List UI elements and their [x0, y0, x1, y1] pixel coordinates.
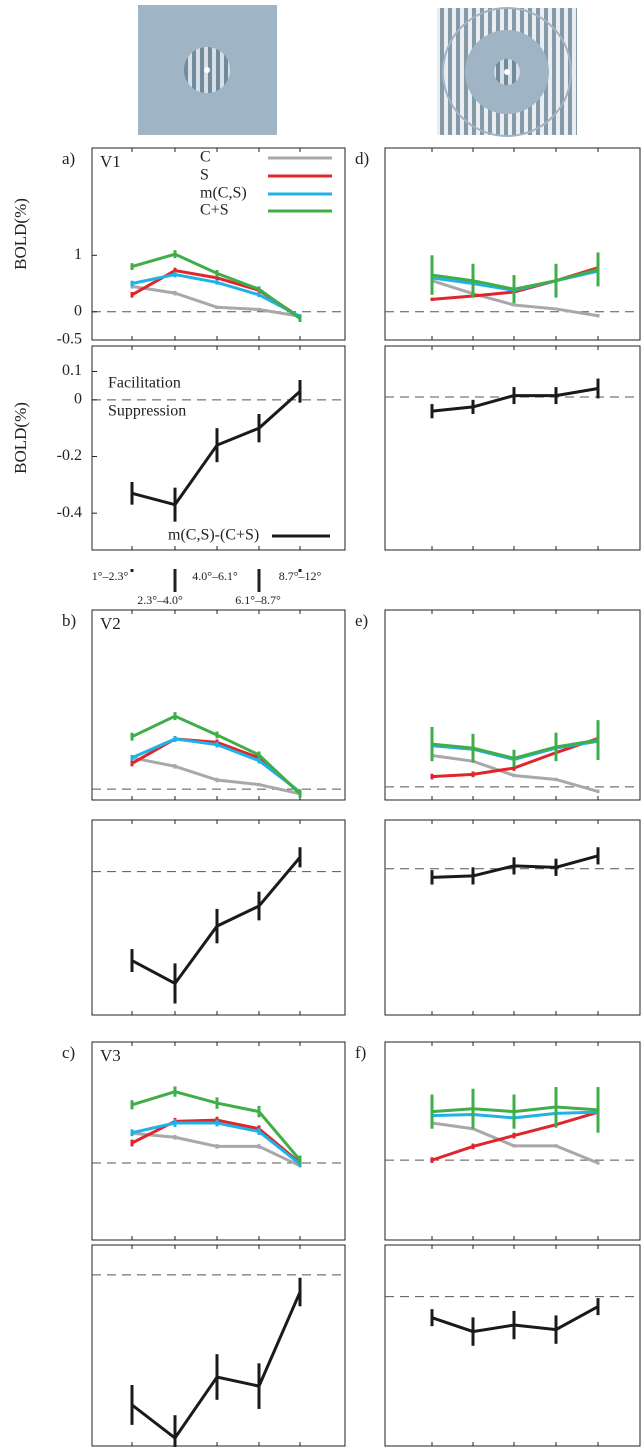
panel-frame: [384, 1041, 641, 1241]
y-tick-label: 0: [74, 391, 82, 408]
panel-frame: [91, 819, 346, 1016]
data-line: [431, 1121, 599, 1165]
legend-label: m(C,S): [200, 185, 247, 202]
legend-label: C: [200, 149, 211, 166]
region-label: V3: [100, 1046, 121, 1065]
annotation: Facilitation: [108, 375, 181, 392]
panel-frame: [91, 345, 346, 551]
y-axis-title: BOLD(%): [11, 198, 30, 270]
panel-frame: [384, 1244, 641, 1447]
legend-label: C+S: [200, 202, 229, 219]
panel-frame: [384, 345, 641, 551]
legend-label: S: [200, 167, 209, 184]
category-label: 6.1°–8.7°: [235, 593, 281, 607]
y-tick-label: -0.5: [57, 331, 82, 348]
panel-frame: [91, 609, 346, 801]
y-tick-label: 0: [74, 302, 82, 319]
panel-frame: [384, 819, 641, 1016]
region-label: V2: [100, 614, 121, 633]
data-line: [131, 1131, 301, 1168]
panel-frame: [91, 147, 346, 341]
panel-label: e): [355, 611, 368, 630]
panel-label: d): [355, 149, 369, 168]
panel-frame: [91, 1244, 346, 1447]
panel-frame: [384, 609, 641, 801]
panel-label: a): [62, 149, 75, 168]
panel-label: f): [355, 1043, 366, 1062]
y-tick-label: 1: [74, 246, 82, 263]
category-label: 4.0°–6.1°: [192, 569, 238, 583]
category-label: 2.3°–4.0°: [137, 593, 183, 607]
stimulus-center: [138, 5, 277, 135]
category-label: 1°–2.3°: [92, 569, 129, 583]
category-label: 8.7°–12°: [279, 569, 322, 583]
stimulus-surround: [437, 7, 577, 137]
y-tick-label: -0.2: [57, 447, 82, 464]
panel-frame: [384, 147, 641, 341]
y-axis-title: BOLD(%): [11, 402, 30, 474]
panel-label: b): [62, 611, 76, 630]
annotation: Suppression: [108, 403, 186, 420]
region-label: V1: [100, 152, 121, 171]
y-tick-label: 0.1: [62, 362, 82, 379]
y-tick-label: -0.4: [57, 504, 82, 521]
legend-label: m(C,S)-(C+S): [168, 527, 259, 544]
panel-label: c): [62, 1043, 75, 1062]
data-line: [131, 756, 301, 796]
panel-frame: [91, 1041, 346, 1241]
